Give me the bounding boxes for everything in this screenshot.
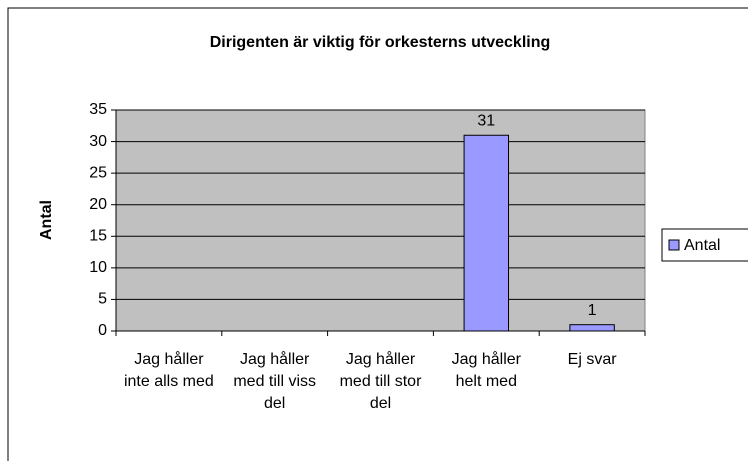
data-label: 1 — [588, 302, 597, 319]
x-tick-label: Jag håller med till viss del — [233, 351, 317, 412]
y-tick-label: 10 — [89, 259, 107, 276]
legend-swatch — [668, 239, 680, 251]
x-tick-label: Jag håller helt med — [451, 351, 521, 390]
bar — [569, 324, 615, 332]
y-tick-label: 5 — [98, 291, 107, 308]
y-axis-label: Antal — [38, 200, 55, 240]
x-tick-label: Jag håller med till stor del — [339, 351, 422, 412]
bar — [463, 134, 510, 332]
y-tick-label: 25 — [89, 164, 107, 181]
y-tick-label: 30 — [89, 133, 107, 150]
y-tick-label: 15 — [89, 228, 107, 245]
x-tick-label: Ej svar — [567, 351, 617, 368]
plot-area — [115, 109, 646, 332]
y-tick-label: 35 — [89, 101, 107, 118]
x-tick-label: Jag håller inte alls med — [123, 351, 214, 390]
legend-label: Antal — [684, 237, 720, 254]
y-tick-label: 0 — [98, 322, 107, 339]
y-tick-label: 20 — [89, 196, 107, 213]
chart-title: Dirigenten är viktig för orkesterns utve… — [210, 34, 551, 51]
data-label: 31 — [477, 112, 495, 129]
